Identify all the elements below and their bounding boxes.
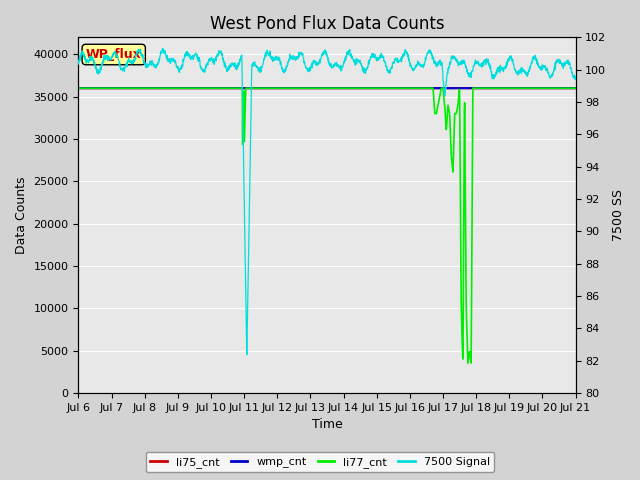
X-axis label: Time: Time — [312, 419, 342, 432]
Text: WP_flux: WP_flux — [86, 48, 141, 61]
Y-axis label: Data Counts: Data Counts — [15, 177, 28, 254]
Legend: li75_cnt, wmp_cnt, li77_cnt, 7500 Signal: li75_cnt, wmp_cnt, li77_cnt, 7500 Signal — [146, 452, 494, 472]
Title: West Pond Flux Data Counts: West Pond Flux Data Counts — [210, 15, 444, 33]
Y-axis label: 7500 SS: 7500 SS — [612, 189, 625, 241]
